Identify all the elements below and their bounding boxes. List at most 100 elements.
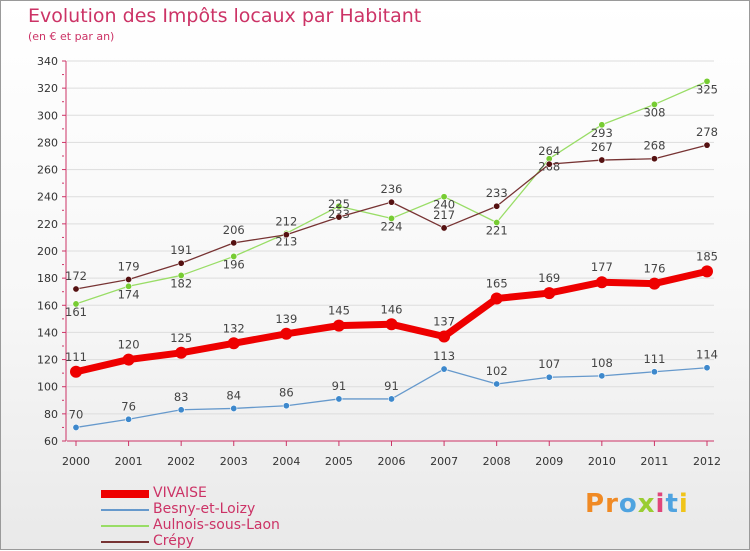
data-label-besny-et-loizy: 84 xyxy=(226,388,241,402)
y-tick-label: 240 xyxy=(37,191,58,204)
x-tick-label: 2001 xyxy=(115,455,143,468)
data-label-crepy: 267 xyxy=(591,140,613,154)
logo-letter: r xyxy=(605,489,619,519)
x-tick-label: 2009 xyxy=(535,455,563,468)
data-label-crepy: 264 xyxy=(538,144,560,158)
data-point-crepy xyxy=(335,213,343,221)
data-point-aulnois-sous-laon xyxy=(650,100,658,108)
y-tick-label: 260 xyxy=(37,164,58,177)
y-tick-label: 340 xyxy=(37,55,58,68)
data-point-besny-et-loizy xyxy=(177,406,185,414)
data-point-besny-et-loizy xyxy=(545,373,553,381)
data-point-besny-et-loizy xyxy=(387,395,395,403)
y-tick-label: 160 xyxy=(37,299,58,312)
data-label-crepy: 217 xyxy=(433,208,455,222)
data-label-crepy: 206 xyxy=(223,223,245,237)
data-point-aulnois-sous-laon xyxy=(387,214,395,222)
data-label-besny-et-loizy: 102 xyxy=(486,364,508,378)
y-tick-label: 200 xyxy=(37,245,58,258)
data-label-crepy: 278 xyxy=(696,125,718,139)
y-tick-label: 140 xyxy=(37,326,58,339)
data-label-vivaise: 146 xyxy=(381,302,403,316)
data-point-crepy xyxy=(282,231,290,239)
y-tick-label: 280 xyxy=(37,136,58,149)
data-point-vivaise xyxy=(595,276,608,289)
data-label-vivaise: 176 xyxy=(643,262,665,276)
y-tick-label: 80 xyxy=(44,408,58,421)
data-label-vivaise: 125 xyxy=(170,331,192,345)
data-point-aulnois-sous-laon xyxy=(230,252,238,260)
data-point-besny-et-loizy xyxy=(703,364,711,372)
chart-title: Evolution des Impôts locaux par Habitant xyxy=(28,5,422,27)
data-label-vivaise: 120 xyxy=(118,338,140,352)
data-point-vivaise xyxy=(227,337,240,350)
data-label-vivaise: 137 xyxy=(433,315,455,329)
data-label-vivaise: 169 xyxy=(538,271,560,285)
data-point-aulnois-sous-laon xyxy=(703,77,711,85)
data-point-besny-et-loizy xyxy=(335,395,343,403)
data-label-besny-et-loizy: 70 xyxy=(69,407,84,421)
data-point-crepy xyxy=(440,224,448,232)
data-label-aulnois-sous-laon: 224 xyxy=(381,219,403,233)
x-tick-label: 2006 xyxy=(378,455,406,468)
x-tick-label: 2007 xyxy=(430,455,458,468)
logo-letter: i xyxy=(678,489,689,519)
data-label-aulnois-sous-laon: 213 xyxy=(275,234,297,248)
data-point-crepy xyxy=(387,198,395,206)
logo-letter: P xyxy=(585,489,606,519)
data-point-aulnois-sous-laon xyxy=(440,193,448,201)
data-label-besny-et-loizy: 107 xyxy=(538,357,560,371)
data-point-besny-et-loizy xyxy=(72,423,80,431)
data-point-besny-et-loizy xyxy=(493,380,501,388)
x-tick-label: 2010 xyxy=(588,455,616,468)
y-tick-label: 300 xyxy=(37,109,58,122)
logo-letter: i xyxy=(655,489,666,519)
x-tick-label: 2005 xyxy=(325,455,353,468)
x-tick-label: 2004 xyxy=(272,455,300,468)
x-tick-label: 2012 xyxy=(693,455,721,468)
x-tick-label: 2008 xyxy=(483,455,511,468)
data-point-aulnois-sous-laon xyxy=(125,282,133,290)
data-point-crepy xyxy=(650,155,658,163)
data-label-besny-et-loizy: 111 xyxy=(643,352,665,366)
data-label-crepy: 268 xyxy=(643,139,665,153)
chart-subtitle: (en € et par an) xyxy=(28,30,115,43)
data-point-besny-et-loizy xyxy=(230,404,238,412)
logo-letter: t xyxy=(665,489,679,519)
data-label-vivaise: 177 xyxy=(591,260,613,274)
legend-swatch-besny-et-loizy xyxy=(101,509,149,511)
data-label-vivaise: 185 xyxy=(696,249,718,263)
data-label-aulnois-sous-laon: 196 xyxy=(223,257,245,271)
data-point-vivaise xyxy=(70,365,82,378)
data-label-aulnois-sous-laon: 221 xyxy=(486,224,508,238)
data-point-vivaise xyxy=(490,292,503,305)
data-label-vivaise: 111 xyxy=(65,350,87,364)
data-point-crepy xyxy=(72,285,80,293)
legend-label: Crépy xyxy=(153,533,195,549)
legend-swatch-aulnois-sous-laon xyxy=(101,525,149,527)
logo-letter: o xyxy=(618,489,638,519)
data-point-vivaise xyxy=(543,287,556,300)
data-label-crepy: 212 xyxy=(275,215,297,229)
data-point-aulnois-sous-laon xyxy=(72,300,80,308)
data-point-besny-et-loizy xyxy=(125,415,133,423)
y-tick-label: 320 xyxy=(37,82,58,95)
data-point-besny-et-loizy xyxy=(282,402,290,410)
data-label-aulnois-sous-laon: 308 xyxy=(643,105,665,119)
data-point-crepy xyxy=(598,156,606,164)
data-point-aulnois-sous-laon xyxy=(335,202,343,210)
data-point-vivaise xyxy=(648,277,661,290)
data-point-vivaise xyxy=(122,353,135,366)
x-tick-label: 2003 xyxy=(220,455,248,468)
data-label-vivaise: 139 xyxy=(275,312,297,326)
data-point-besny-et-loizy xyxy=(598,372,606,380)
data-point-vivaise xyxy=(438,330,451,343)
data-point-aulnois-sous-laon xyxy=(177,271,185,279)
data-label-vivaise: 165 xyxy=(486,277,508,291)
data-label-crepy: 233 xyxy=(486,186,508,200)
data-label-besny-et-loizy: 113 xyxy=(433,349,455,363)
data-label-besny-et-loizy: 108 xyxy=(591,356,613,370)
data-label-crepy: 191 xyxy=(170,243,192,257)
